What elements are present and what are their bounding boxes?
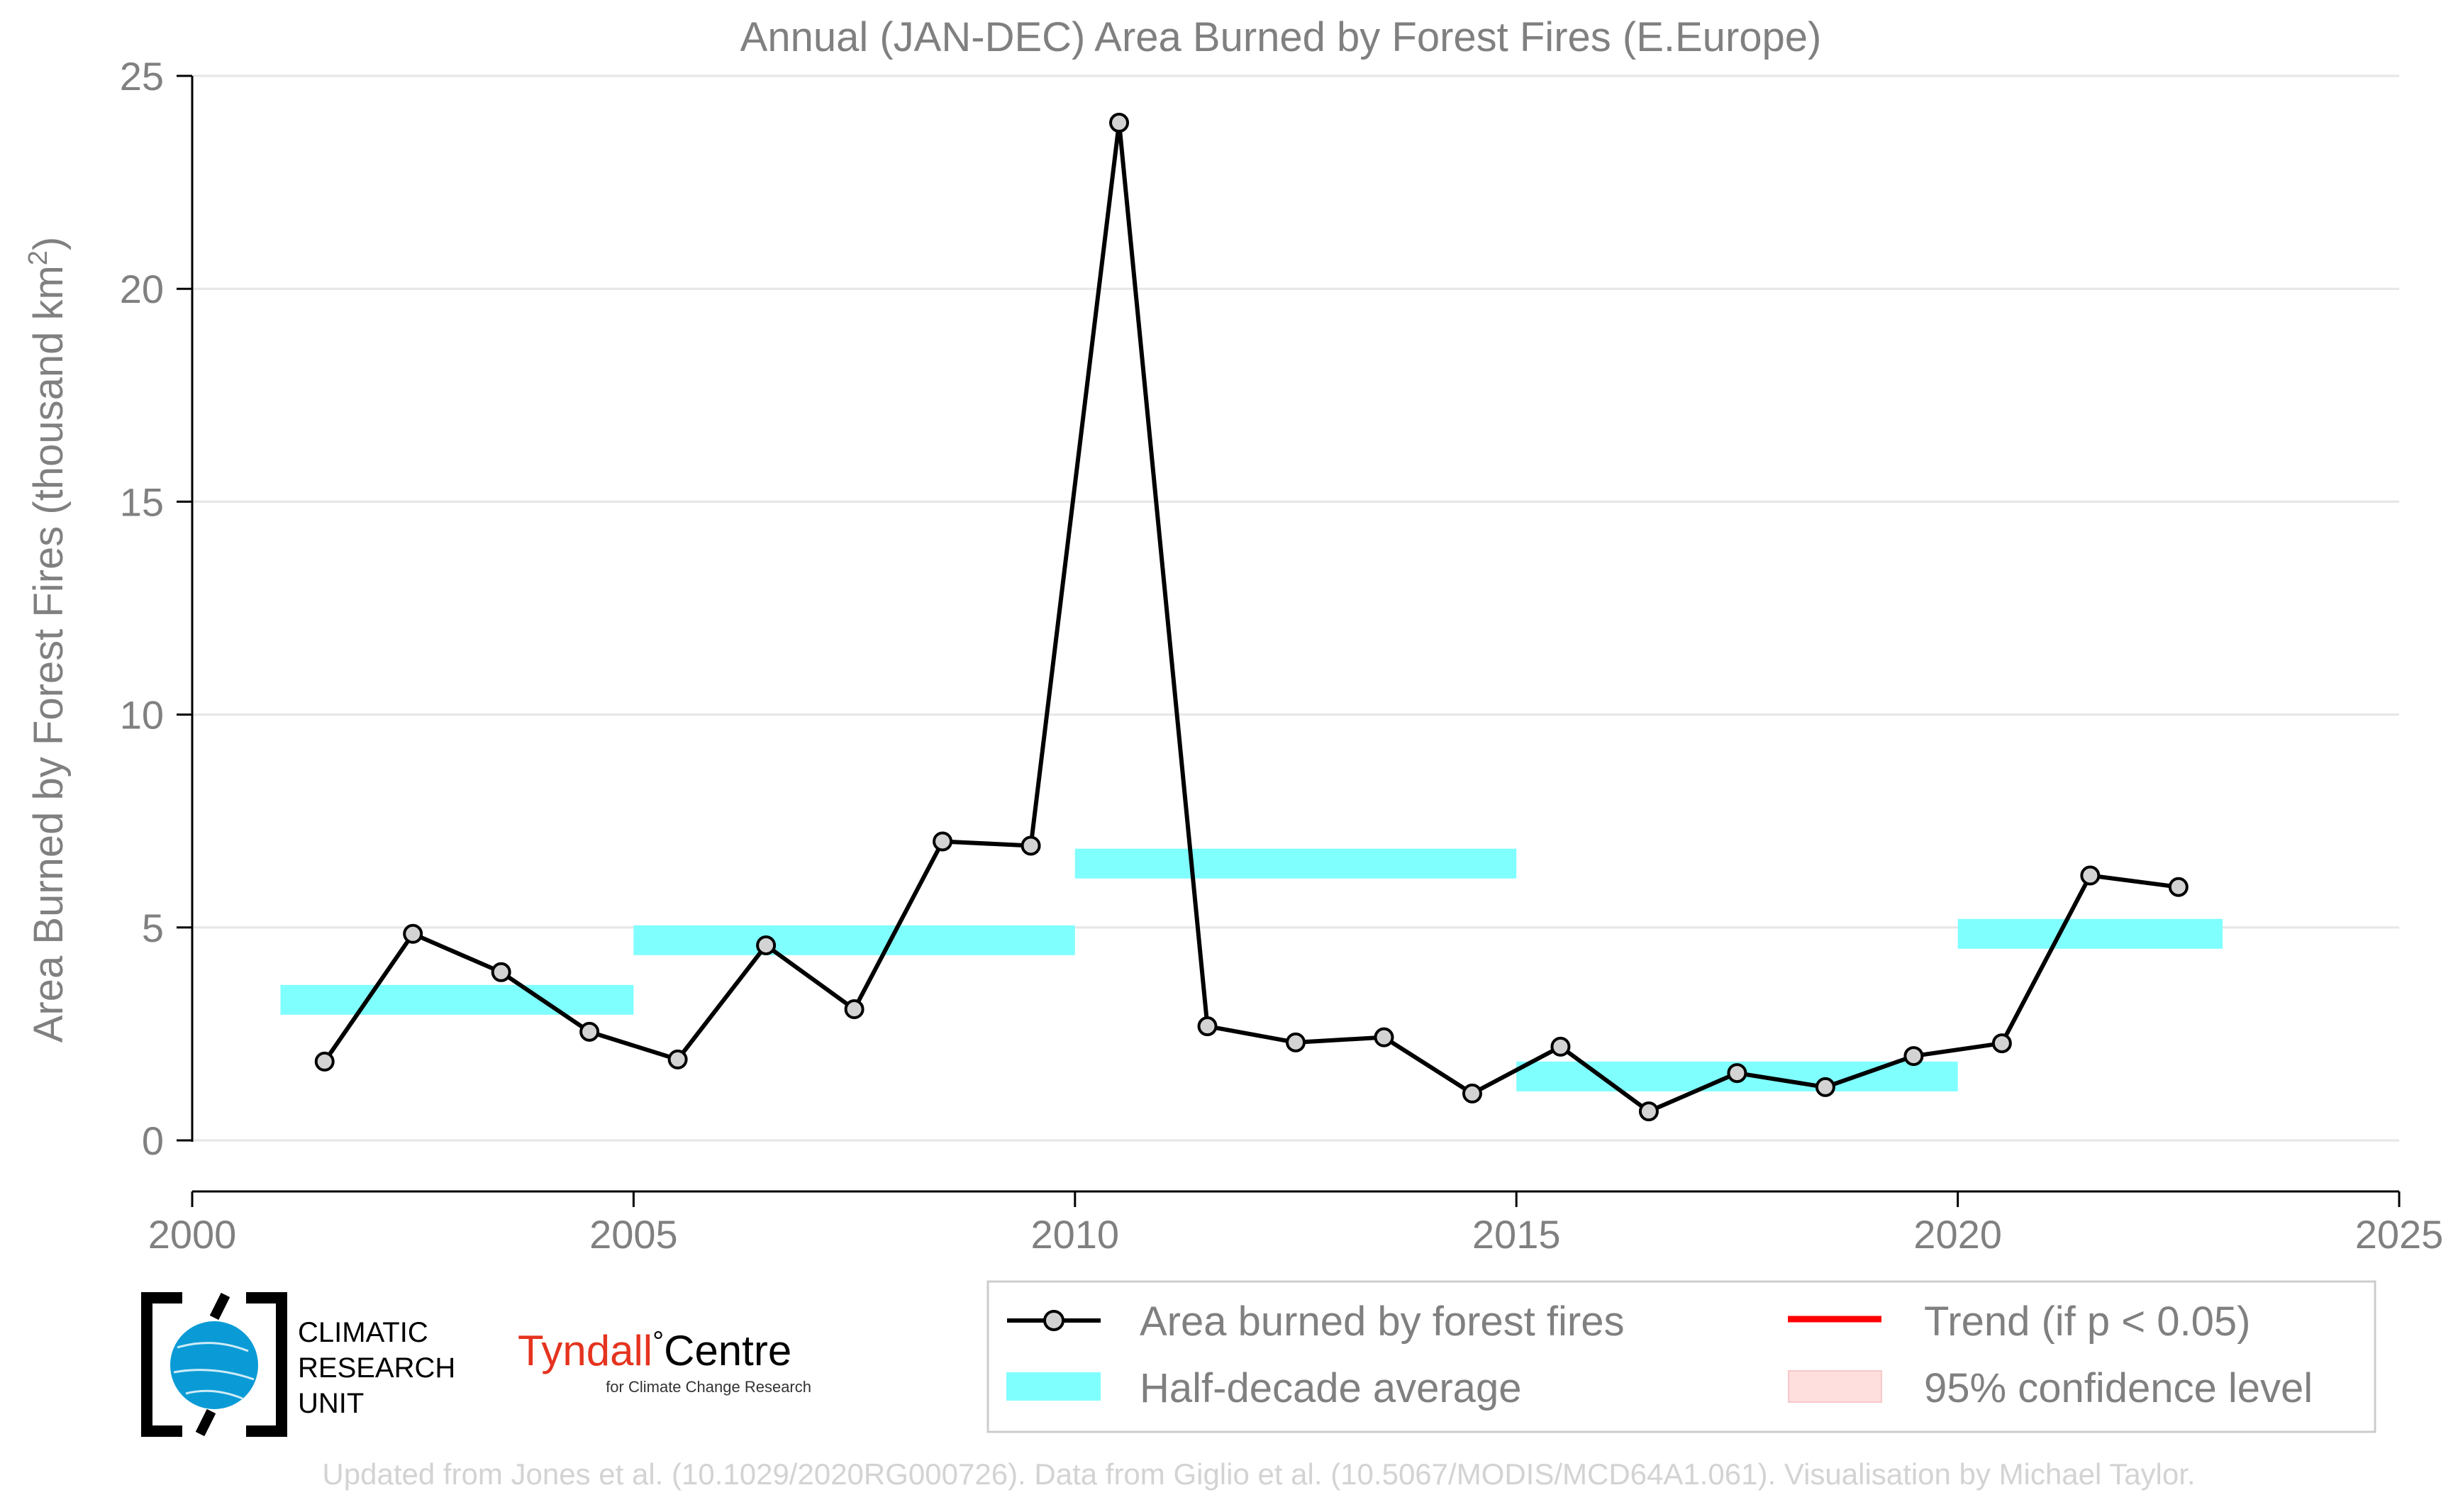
cru-bracket-left xyxy=(141,1292,182,1437)
legend-swatch-confidence xyxy=(1788,1370,1882,1403)
legend-swatch-area-marker xyxy=(1043,1310,1064,1331)
x-tick-label: 2000 xyxy=(148,1212,237,1257)
legend-label-area: Area burned by forest fires xyxy=(1140,1299,1624,1345)
half-decade-band xyxy=(1957,918,2223,949)
data-point xyxy=(1462,1083,1482,1104)
cru-line-1: CLIMATIC xyxy=(298,1317,428,1348)
x-tick-label: 2015 xyxy=(1472,1212,1561,1257)
data-point xyxy=(579,1021,600,1042)
y-ticks: 0 5 10 15 20 25 xyxy=(120,54,192,1163)
half-decade-band xyxy=(1074,848,1517,879)
data-point xyxy=(1991,1033,2012,1054)
series-line xyxy=(323,121,2179,1114)
data-point xyxy=(1374,1027,1394,1047)
legend-label-half-decade: Half-decade average xyxy=(1140,1365,1521,1411)
tyndall-black: Centre xyxy=(664,1327,791,1374)
y-tick-label: 20 xyxy=(120,267,164,311)
data-point xyxy=(1197,1016,1218,1037)
data-point xyxy=(844,999,864,1020)
half-decade-band xyxy=(280,984,634,1015)
tyndall-logo: Tyndall°Centre for Climate Change Resear… xyxy=(518,1326,811,1396)
data-point xyxy=(491,962,511,982)
legend: Area burned by forest fires Trend (if p … xyxy=(986,1280,2376,1433)
data-point xyxy=(1550,1036,1571,1057)
x-tick-label: 2010 xyxy=(1031,1212,1120,1257)
y-axis-label-sup: 2 xyxy=(23,250,53,265)
y-axis-label-end: ) xyxy=(26,237,72,250)
x-ticks: 2000 2005 2010 2015 2020 2025 xyxy=(148,1191,2444,1257)
data-point xyxy=(314,1051,335,1072)
y-tick-label: 15 xyxy=(120,479,164,524)
legend-label-trend: Trend (if p < 0.05) xyxy=(1924,1299,2250,1345)
chart-title: Annual (JAN-DEC) Area Burned by Forest F… xyxy=(740,14,1822,60)
legend-frame xyxy=(986,1280,2376,1433)
data-point xyxy=(1109,113,1130,133)
cru-slash-bottom xyxy=(195,1408,216,1437)
globe-icon xyxy=(170,1321,258,1409)
data-point xyxy=(403,923,423,944)
legend-swatch-half-decade xyxy=(1006,1372,1101,1401)
tyndall-wordmark: Tyndall°Centre xyxy=(518,1326,791,1374)
cru-slash-top xyxy=(209,1292,230,1321)
tyndall-degree: ° xyxy=(652,1326,664,1357)
tyndall-subtitle: for Climate Change Research xyxy=(606,1378,811,1396)
half-decade-band xyxy=(633,925,1075,955)
y-axis-label: Area Burned by Forest Fires (thousand km… xyxy=(23,237,72,1043)
x-tick-label: 2005 xyxy=(589,1212,678,1257)
data-point xyxy=(933,831,953,852)
data-point xyxy=(2168,877,2189,897)
gridlines xyxy=(192,74,2399,1142)
data-point xyxy=(1727,1063,1747,1084)
data-point xyxy=(1638,1101,1659,1122)
data-point xyxy=(1903,1046,1924,1067)
cru-line-3: UNIT xyxy=(298,1388,364,1419)
data-point xyxy=(1286,1032,1306,1052)
cru-line-2: RESEARCH xyxy=(298,1352,455,1384)
data-point xyxy=(2080,865,2101,886)
y-tick-label: 25 xyxy=(120,54,164,99)
globe-icon-lines xyxy=(173,1342,255,1400)
y-tick-label: 5 xyxy=(142,906,164,950)
series-area-burned xyxy=(314,113,2189,1122)
x-tick-label: 2020 xyxy=(1913,1212,2002,1257)
axes xyxy=(191,76,2399,1193)
data-point xyxy=(1815,1077,1835,1097)
y-axis-label-main: Area Burned by Forest Fires (thousand km xyxy=(26,265,72,1043)
cru-bracket-right xyxy=(246,1292,287,1437)
cru-logo: CLIMATIC RESEARCH UNIT xyxy=(141,1292,455,1437)
data-point xyxy=(1021,835,1041,856)
legend-label-confidence: 95% confidence level xyxy=(1924,1365,2313,1411)
data-point xyxy=(756,935,777,955)
footer-credit: Updated from Jones et al. (10.1029/2020R… xyxy=(322,1457,2195,1491)
y-tick-label: 0 xyxy=(142,1118,164,1163)
tyndall-red: Tyndall xyxy=(518,1327,652,1374)
data-point xyxy=(667,1049,688,1069)
y-tick-label: 10 xyxy=(120,693,164,738)
x-tick-label: 2025 xyxy=(2355,1212,2444,1257)
